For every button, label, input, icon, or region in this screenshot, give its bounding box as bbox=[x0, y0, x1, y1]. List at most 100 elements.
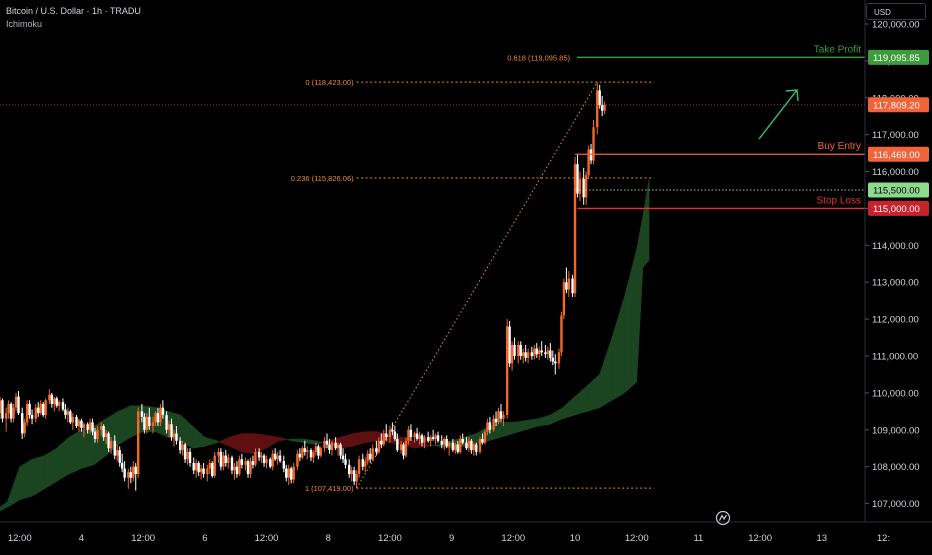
candle-body bbox=[48, 394, 51, 401]
candle-body bbox=[58, 402, 61, 406]
cloud-segment bbox=[287, 438, 292, 442]
candle-body bbox=[364, 461, 367, 467]
candle-body bbox=[208, 462, 211, 469]
time-tick-label: 12:00 bbox=[255, 533, 279, 544]
stop-loss-label: Stop Loss bbox=[817, 195, 861, 206]
candle-body bbox=[118, 450, 121, 463]
time-tick-label: 6 bbox=[202, 533, 207, 544]
candle-body bbox=[219, 451, 223, 467]
currency-button[interactable]: USD bbox=[866, 3, 926, 20]
candle-body bbox=[206, 468, 209, 475]
candle-body bbox=[282, 461, 286, 469]
cloud-segment bbox=[624, 248, 638, 394]
candle-body bbox=[244, 461, 247, 465]
cloud-segment bbox=[642, 178, 650, 269]
cloud-segment bbox=[44, 447, 58, 490]
support-price-tag-bg bbox=[868, 182, 929, 198]
candle-body bbox=[576, 164, 579, 194]
candle-body bbox=[80, 420, 83, 428]
time-tick-label: 12: bbox=[877, 533, 890, 544]
candle-body bbox=[385, 433, 388, 438]
candle-body bbox=[475, 444, 478, 452]
cloud-segment bbox=[636, 215, 644, 382]
candle-body bbox=[249, 461, 252, 475]
last-price-tag-bg bbox=[868, 97, 929, 113]
cloud-segment bbox=[0, 501, 8, 512]
candle-body bbox=[194, 462, 198, 471]
candle-body bbox=[233, 466, 236, 471]
buy-entry-label: Buy Entry bbox=[818, 141, 861, 152]
candle-body bbox=[429, 437, 432, 441]
candle-body bbox=[508, 326, 511, 364]
cloud-segment bbox=[93, 418, 107, 466]
candle-body bbox=[104, 433, 108, 438]
candle-body bbox=[584, 175, 588, 198]
fib-label: 0.236 (115,826.06) bbox=[291, 174, 354, 183]
candle-body bbox=[238, 459, 241, 475]
price-tick-label: 111,000.00 bbox=[872, 351, 918, 362]
candle-body bbox=[143, 416, 146, 430]
cloud-segment bbox=[315, 440, 324, 445]
projection-arrow bbox=[758, 89, 798, 140]
candle-body bbox=[287, 468, 290, 478]
candle-body bbox=[530, 352, 534, 356]
candle-body bbox=[93, 431, 97, 439]
buy-entry-price-tag-bg bbox=[868, 146, 929, 162]
candle-body bbox=[317, 446, 320, 456]
projection-arrow-head bbox=[785, 89, 799, 102]
candle-body bbox=[260, 455, 263, 458]
cloud-segment bbox=[512, 420, 527, 434]
candle-body bbox=[420, 435, 424, 443]
candle-body bbox=[199, 468, 203, 473]
candle-body bbox=[309, 450, 313, 458]
cloud-segment bbox=[56, 436, 70, 482]
time-axis-bg bbox=[0, 522, 932, 550]
candle-body bbox=[557, 352, 561, 364]
candle-body bbox=[312, 451, 315, 458]
candle-body bbox=[567, 278, 571, 290]
candle-body bbox=[127, 472, 130, 478]
time-tick-label: 12:00 bbox=[8, 533, 32, 544]
cloud-segment bbox=[340, 433, 354, 449]
tradingview-logo-icon bbox=[715, 510, 731, 526]
candle-body bbox=[145, 416, 149, 430]
cloud-segment bbox=[253, 433, 267, 455]
candle-body bbox=[549, 350, 552, 358]
candle-body bbox=[399, 444, 403, 451]
candle-body bbox=[262, 455, 266, 463]
candle-body bbox=[355, 474, 358, 482]
candle-body bbox=[472, 444, 476, 451]
cloud-segment bbox=[204, 436, 218, 447]
candle-body bbox=[123, 468, 126, 478]
time-tick-label: 11 bbox=[693, 533, 703, 544]
candle-body bbox=[323, 440, 326, 449]
candle-body bbox=[116, 450, 119, 456]
candle-body bbox=[451, 442, 455, 451]
candle-body bbox=[186, 451, 189, 460]
candle-body bbox=[7, 403, 10, 414]
cloud-segment bbox=[364, 431, 378, 444]
cloud-segment bbox=[574, 384, 588, 416]
candle-body bbox=[470, 440, 473, 451]
candle-body bbox=[319, 448, 323, 456]
stop-loss-price-tag: 115,000.00 bbox=[873, 204, 920, 215]
candle-body bbox=[167, 424, 171, 430]
candle-body bbox=[423, 437, 426, 443]
cloud-segment bbox=[525, 418, 539, 431]
candle-body bbox=[69, 411, 72, 423]
candle-body bbox=[544, 352, 547, 355]
candle-body bbox=[538, 350, 541, 355]
candle-body bbox=[459, 438, 462, 452]
candle-body bbox=[50, 394, 54, 404]
candle-body bbox=[151, 422, 155, 427]
fib-label: 0.618 (119,095.85) bbox=[507, 53, 570, 62]
indicator-label[interactable]: Ichimoku bbox=[6, 19, 43, 29]
candle-body bbox=[254, 451, 257, 465]
cloud-segment bbox=[216, 440, 220, 444]
candle-body bbox=[246, 461, 250, 475]
cloud-segment bbox=[192, 425, 206, 449]
candle-body bbox=[388, 429, 392, 438]
candle-body bbox=[361, 459, 364, 467]
